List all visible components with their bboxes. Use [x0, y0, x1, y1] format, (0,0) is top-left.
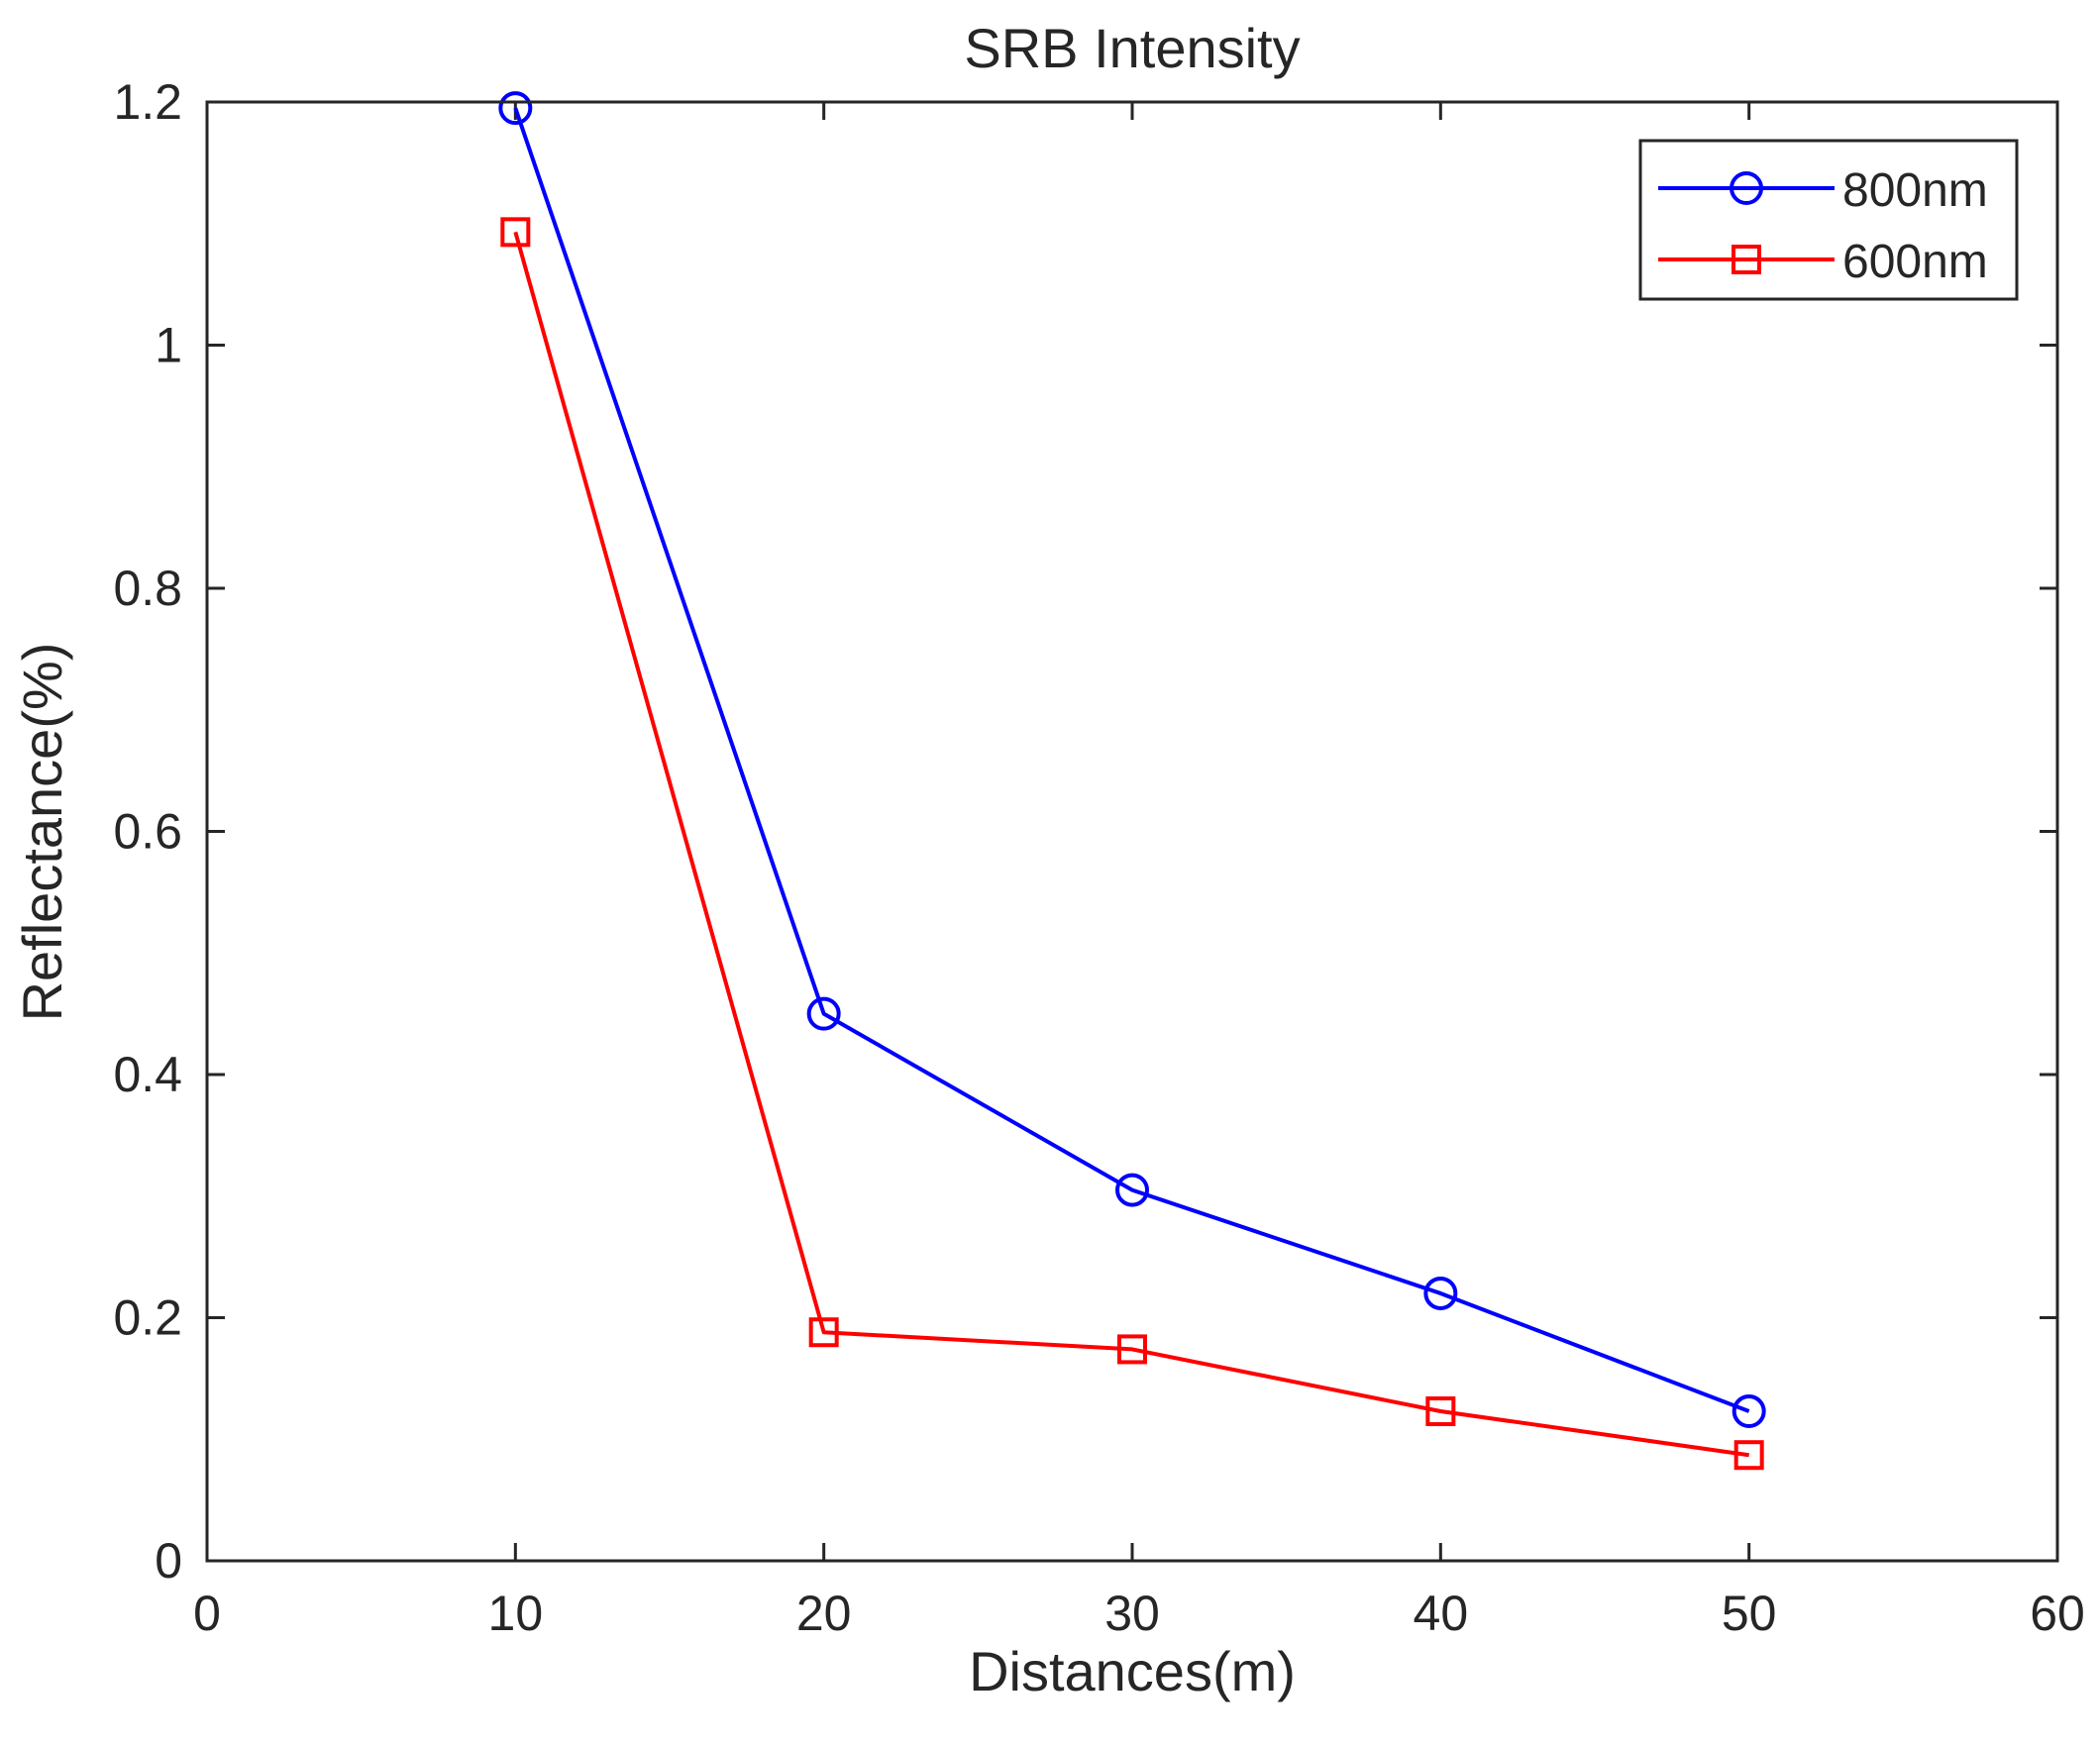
legend-marker-600nm [1732, 245, 1761, 274]
data-point-800nm [498, 91, 533, 126]
data-point-600nm [808, 1317, 839, 1348]
y-tick-label: 0.8 [113, 561, 182, 616]
data-point-800nm [1115, 1173, 1149, 1207]
x-axis-label: Distances(m) [969, 1640, 1296, 1702]
legend-marker-800nm [1730, 171, 1763, 205]
data-point-800nm [1423, 1276, 1458, 1310]
y-tick-label: 1 [155, 318, 182, 373]
y-tick-label: 0.2 [113, 1290, 182, 1346]
x-tick-label: 40 [1414, 1586, 1469, 1641]
x-tick-label: 10 [488, 1586, 544, 1641]
y-tick-label: 0 [155, 1533, 182, 1589]
data-point-600nm [1733, 1440, 1764, 1471]
data-point-600nm [1425, 1396, 1456, 1427]
legend-box [1638, 139, 2019, 301]
legend-label-600nm: 600nm [1842, 236, 1988, 288]
data-point-800nm [806, 996, 841, 1031]
x-tick-label: 0 [193, 1586, 221, 1641]
y-axis-label: Reflectance(%) [11, 643, 73, 1022]
y-tick-label: 1.2 [113, 74, 182, 130]
data-point-600nm [1117, 1334, 1147, 1365]
series-line-600nm [513, 231, 1749, 1458]
plot-area-frame [205, 100, 2059, 1563]
x-tick-label: 30 [1104, 1586, 1160, 1641]
legend-label-800nm: 800nm [1842, 164, 1988, 217]
data-point-600nm [500, 217, 531, 248]
data-point-800nm [1732, 1394, 1766, 1429]
x-tick-label: 20 [796, 1586, 852, 1641]
x-tick-label: 50 [1722, 1586, 1777, 1641]
x-tick-label: 60 [2030, 1586, 2085, 1641]
legend: 800nm 600nm [1638, 139, 2019, 301]
chart-title: SRB Intensity [964, 17, 1300, 79]
y-tick-label: 0.4 [113, 1047, 182, 1102]
series-line-800nm [513, 107, 1750, 1413]
y-tick-label: 0.6 [113, 804, 182, 860]
